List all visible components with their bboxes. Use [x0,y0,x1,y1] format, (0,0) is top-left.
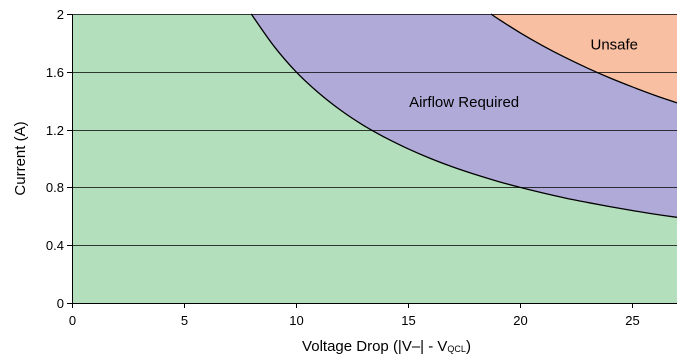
unsafe-region [491,14,677,103]
y-tick-label: 1.6 [46,65,64,80]
x-tick-label: 20 [513,313,527,328]
x-tick-label: 0 [69,313,76,328]
x-axis-title: Voltage Drop (|V–| - VQCL) [302,338,471,355]
lower-boundary-curve [250,13,677,218]
x-tick-label: 10 [289,313,303,328]
y-tick-label: 0.8 [46,180,64,195]
region-labels: Unsafe Airflow Required [409,36,638,111]
y-axis-title: Current (A) [12,121,29,195]
x-axis-ticks: 0 5 10 15 20 25 [69,303,640,328]
gridlines [72,14,677,246]
x-axis-title-suffix: ) [466,338,471,355]
y-axis-ticks: 0 0.4 0.8 1.2 1.6 2 [46,7,72,311]
x-tick-label: 15 [401,313,415,328]
plot-area [72,13,677,303]
upper-boundary-curve [490,13,677,104]
x-tick-label: 25 [625,313,639,328]
safe-region [72,14,677,303]
region-label: Unsafe [590,36,638,53]
region-label: Airflow Required [409,94,519,111]
axes: 0 5 10 15 20 25 0 0.4 0.8 1.2 1.6 2 [46,7,677,328]
y-tick-label: 1.2 [46,123,64,138]
y-tick-label: 2 [57,7,64,22]
x-axis-title-subscript: QCL [447,344,466,354]
airflow-required-region [251,14,677,218]
y-tick-label: 0.4 [46,238,64,253]
x-axis-title-main: Voltage Drop (|V–| - V [302,338,447,355]
y-tick-label: 0 [57,296,64,311]
x-tick-label: 5 [181,313,188,328]
